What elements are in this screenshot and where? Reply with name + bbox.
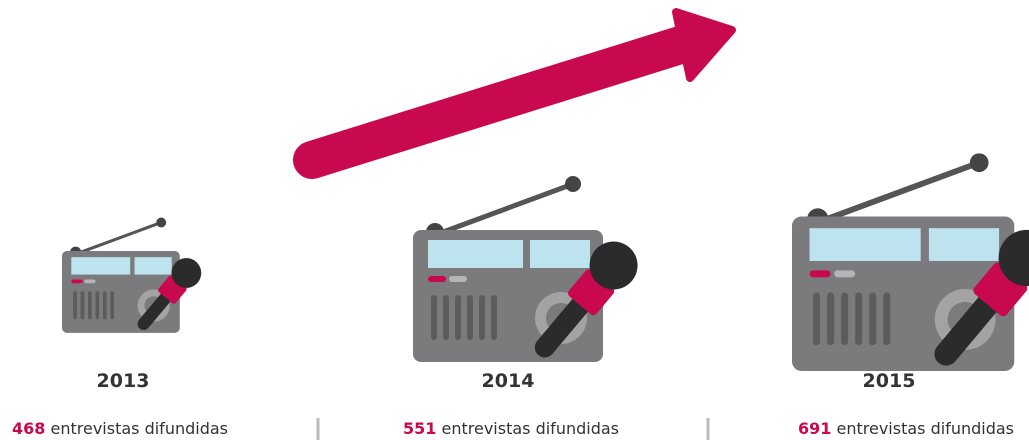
arrow-head	[672, 8, 736, 82]
year: 2014	[482, 370, 535, 392]
radio-icon	[60, 215, 209, 340]
count: 468	[12, 419, 45, 438]
count: 551	[403, 419, 436, 438]
count: 691	[798, 419, 831, 438]
year: 2013	[97, 370, 150, 392]
caption-label: entrevistas difundidas	[442, 419, 620, 438]
caption: 551 entrevistas difundidas	[403, 419, 619, 438]
caption-label: entrevistas difundidas	[51, 419, 229, 438]
radio-icon	[413, 176, 647, 371]
caption-label: entrevistas difundidas	[837, 419, 1015, 438]
caption: 691 entrevistas difundidas	[798, 419, 1014, 438]
year: 2015	[863, 370, 916, 392]
radio-icon	[792, 153, 1029, 381]
growth-arrow	[293, 23, 709, 179]
caption: 468 entrevistas difundidas	[12, 419, 228, 438]
